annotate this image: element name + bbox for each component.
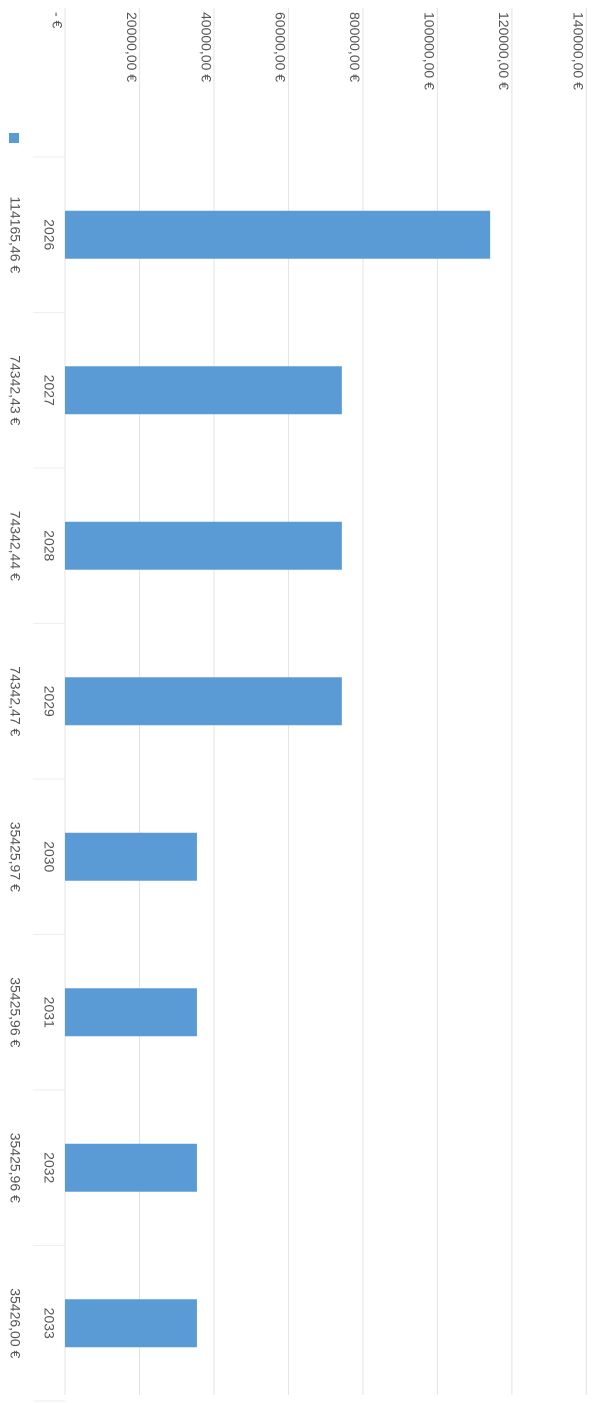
category-label: 2030 — [41, 841, 57, 872]
labels: - € 20000,00 € 40000,00 € 60000,00 € 80000,0… — [7, 12, 586, 1358]
data-label: 114165,46 € — [7, 196, 23, 273]
bar-2028 — [65, 521, 342, 570]
value-tick-label: 40000,00 € — [198, 12, 214, 82]
category-label: 2032 — [41, 1152, 57, 1183]
data-label: 74342,47 € — [7, 666, 23, 736]
legend-marker — [9, 133, 19, 143]
bar-2031 — [65, 988, 197, 1037]
data-label: 35426,00 € — [7, 1288, 23, 1358]
value-tick-label: 60000,00 € — [273, 12, 289, 82]
data-label: 74342,43 € — [7, 355, 23, 425]
value-tick-label: 80000,00 € — [347, 12, 363, 82]
bar-2030 — [65, 832, 197, 881]
data-label: 35425,96 € — [7, 1133, 23, 1203]
data-label: 35425,96 € — [7, 977, 23, 1047]
legend — [9, 133, 19, 143]
bar-2029 — [65, 677, 342, 726]
category-label: 2028 — [41, 530, 57, 561]
category-label: 2026 — [41, 219, 57, 250]
category-label: 2029 — [41, 686, 57, 717]
value-tick-label: 140000,00 € — [571, 12, 587, 90]
bar-2032 — [65, 1143, 197, 1192]
data-label: 74342,44 € — [7, 511, 23, 581]
category-label: 2031 — [41, 997, 57, 1028]
value-tick-label: 120000,00 € — [496, 12, 512, 90]
value-tick-label: 100000,00 € — [422, 12, 438, 90]
bar-2026 — [65, 210, 491, 259]
category-label: 2033 — [41, 1308, 57, 1339]
value-tick-label: 20000,00 € — [124, 12, 140, 82]
bar-2027 — [65, 366, 342, 415]
bar-2033 — [65, 1299, 197, 1348]
bars — [65, 210, 491, 1348]
category-label: 2027 — [41, 375, 57, 406]
value-tick-label: - € — [49, 12, 65, 29]
data-label: 35425,97 € — [7, 822, 23, 892]
